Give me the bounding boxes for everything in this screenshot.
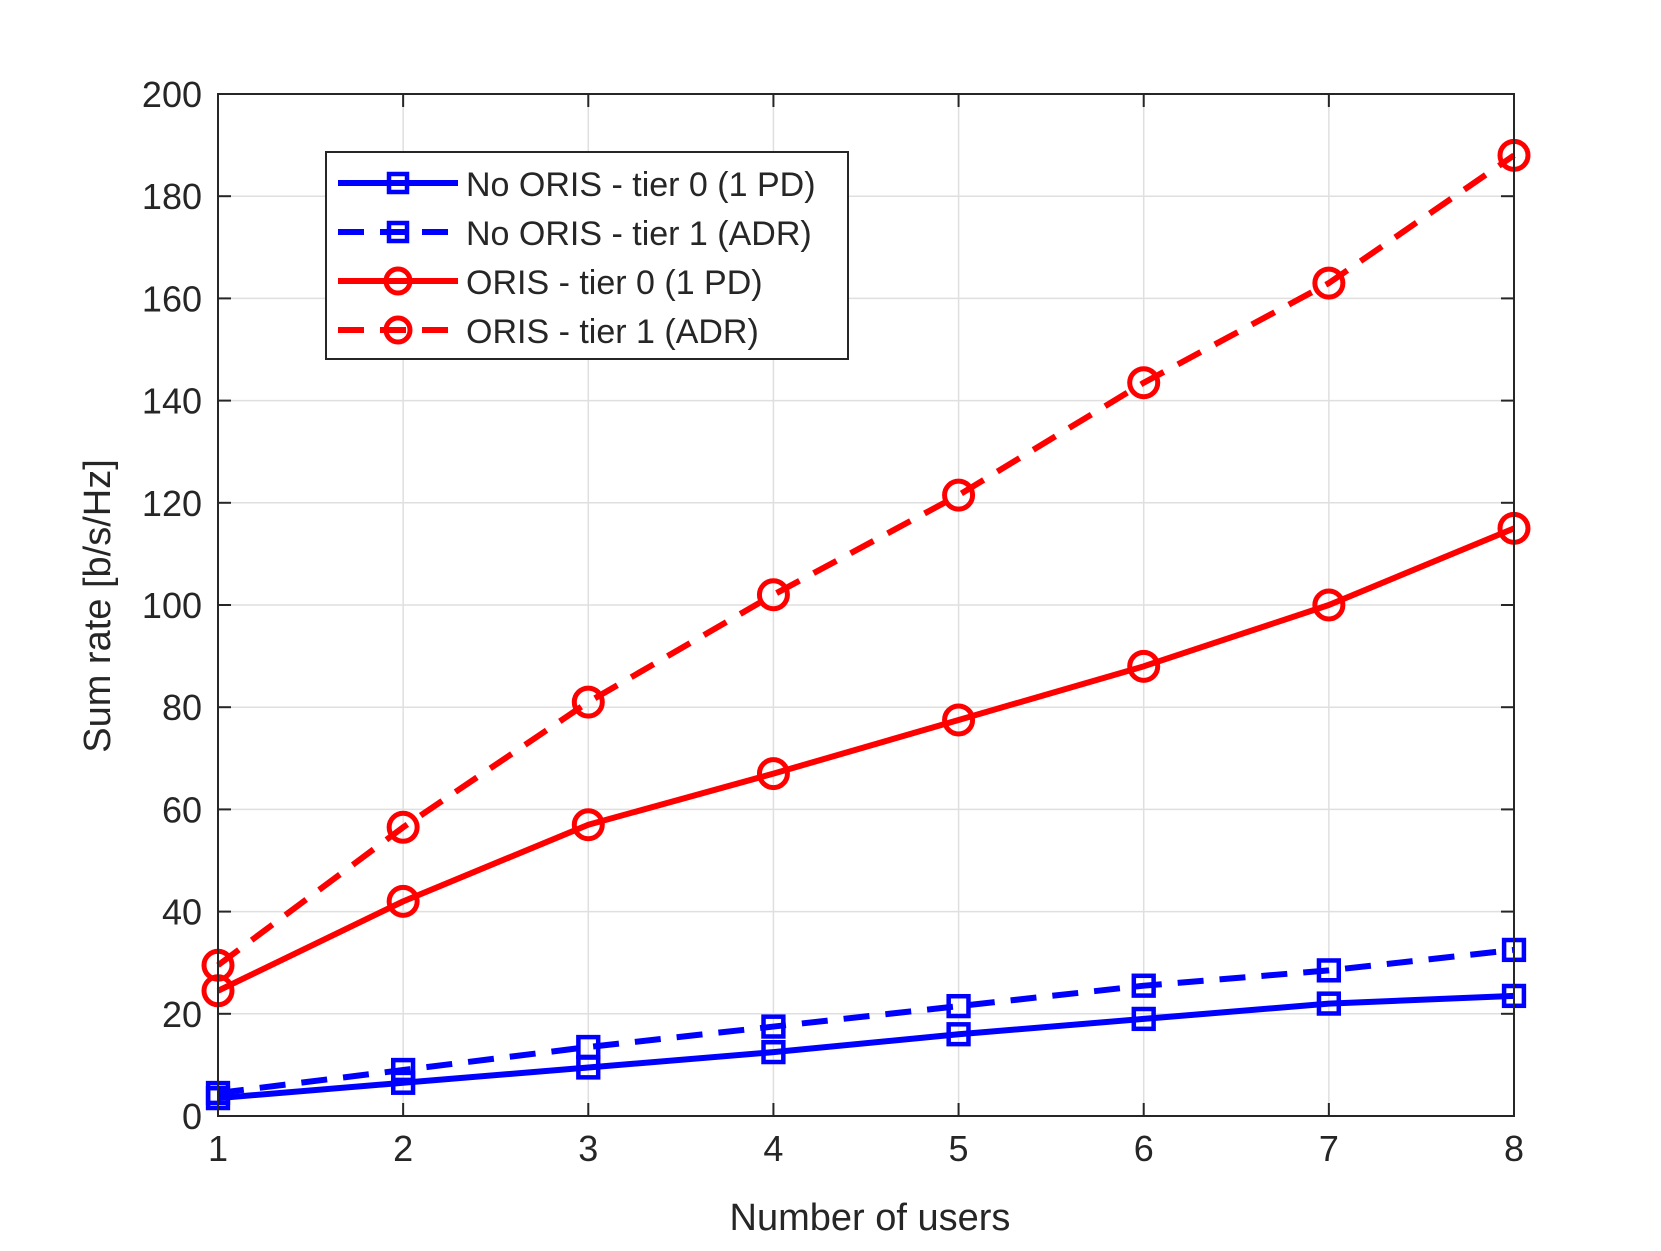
series-4-point-3	[571, 685, 605, 719]
y-tick-label-9: 180	[142, 176, 202, 217]
y-tick-label-1: 20	[162, 994, 202, 1035]
legend: No ORIS - tier 0 (1 PD) No ORIS - tier 1 …	[325, 151, 849, 360]
y-tick-label-5: 100	[142, 585, 202, 626]
series-3-point-2	[386, 884, 420, 918]
series-2-point-2	[390, 1057, 416, 1083]
series-2-point-6	[1131, 973, 1156, 998]
legend-marker-1	[386, 171, 410, 195]
series-4-point-5	[942, 478, 976, 512]
series-4-point-7	[1312, 266, 1346, 300]
y-tick-label-0: 0	[182, 1096, 202, 1137]
series-3-point-3	[571, 808, 605, 842]
y-tick-label-6: 120	[142, 483, 202, 524]
y-tick-label-4: 80	[162, 687, 202, 728]
series-3-line	[216, 525, 1516, 994]
x-tick-label-2: 3	[578, 1128, 598, 1169]
x-tick-label-1: 2	[393, 1128, 413, 1169]
x-axis-label: Number of users	[730, 1197, 1011, 1239]
series-2-line	[217, 946, 1515, 1096]
legend-label-3: ORIS - tier 0 (1 PD)	[466, 264, 763, 302]
series-2-point-4	[761, 1014, 786, 1039]
legend-marker-3	[383, 266, 413, 296]
x-tick-label-6: 7	[1319, 1128, 1339, 1169]
series-1-line	[217, 992, 1515, 1102]
legend-label-1: No ORIS - tier 0 (1 PD)	[466, 166, 816, 204]
series-2-point-7	[1316, 958, 1342, 983]
series-2-point-3	[576, 1034, 601, 1060]
x-tick-label-4: 5	[949, 1128, 969, 1169]
y-tick-label-7: 140	[142, 381, 202, 422]
legend-label-2: No ORIS - tier 1 (ADR)	[466, 215, 812, 253]
series-1-point-5	[946, 1022, 971, 1047]
series-3-point-6	[1127, 649, 1161, 683]
series-4-point-2	[386, 810, 420, 844]
y-tick-label-8: 160	[142, 278, 202, 319]
series-1-point-6	[1131, 1006, 1156, 1032]
legend-label-4: ORIS - tier 1 (ADR)	[466, 313, 759, 351]
legend-box	[325, 151, 849, 360]
series-3-point-4	[756, 757, 790, 791]
y-tick-label-10: 200	[142, 74, 202, 115]
y-axis-label: Sum rate [b/s/Hz]	[77, 459, 119, 753]
series-1-point-7	[1316, 991, 1342, 1016]
y-tick-label-3: 60	[162, 789, 202, 830]
legend-marker-2	[386, 220, 410, 244]
series-group	[201, 138, 1531, 1111]
series-1-point-4	[761, 1039, 786, 1065]
x-tick-label-3: 4	[763, 1128, 783, 1169]
series-4-line	[216, 152, 1516, 968]
x-tick-label-0: 1	[208, 1128, 228, 1169]
y-tick-label-2: 40	[162, 892, 202, 933]
series-3-point-7	[1312, 588, 1346, 622]
series-4-point-6	[1127, 366, 1161, 400]
axes	[217, 93, 1515, 1117]
x-tick-label-5: 6	[1134, 1128, 1154, 1169]
series-3-point-5	[942, 703, 976, 737]
legend-marker-4	[383, 315, 413, 345]
series-2-point-5	[946, 993, 971, 1019]
x-tick-label-7: 8	[1504, 1128, 1524, 1169]
series-4-point-4	[756, 578, 790, 612]
